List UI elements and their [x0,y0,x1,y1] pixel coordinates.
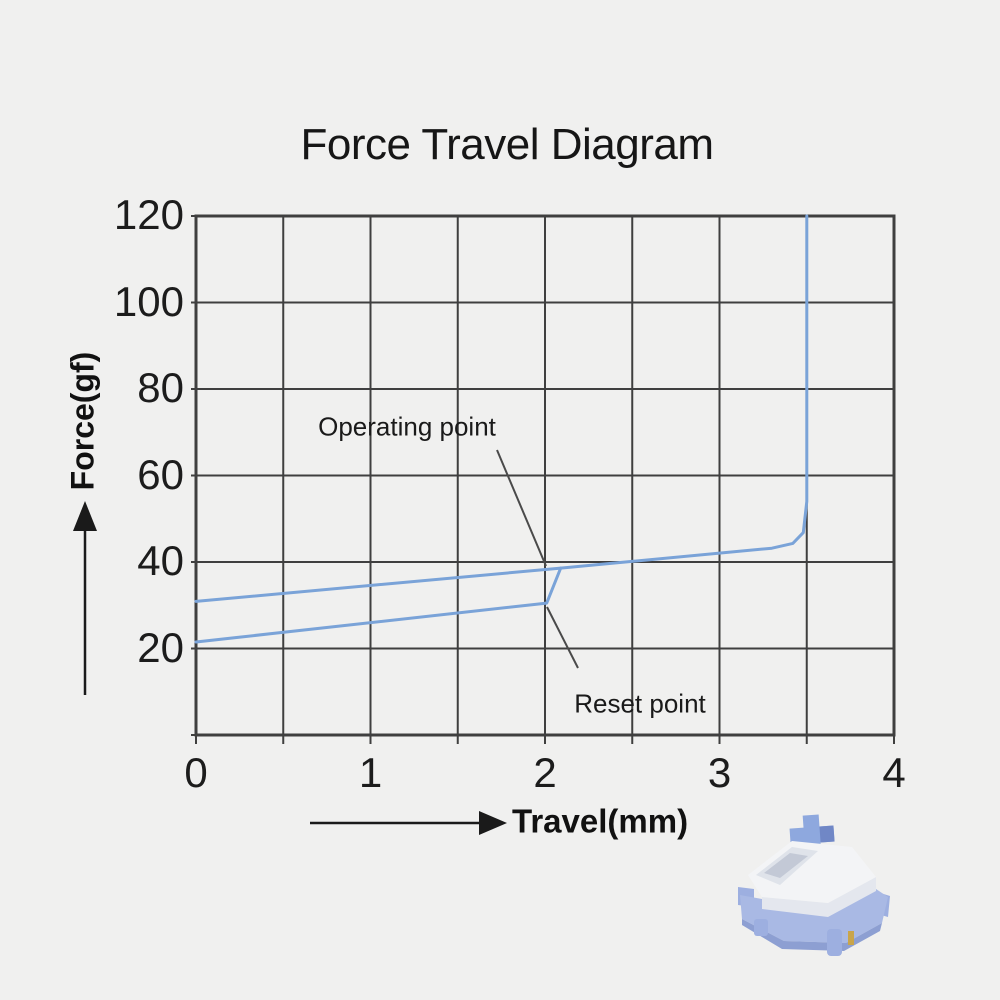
switch-foot-left [754,919,768,936]
x-tick-label: 3 [707,749,732,796]
operating-point-leader-line [496,449,547,567]
switch-stem-shade [819,825,835,843]
reset-point-label: Reset point [574,688,706,719]
y-tick-label: 60 [137,450,184,498]
y-tick-label: 80 [137,364,184,412]
switch-bottom-shade [742,919,882,951]
force-axis-arrow-head-icon [73,501,97,531]
y-tick-label: 40 [137,537,184,585]
operating-point-label: Operating point [318,411,496,442]
switch-pin-icon [848,931,854,945]
x-tick-label: 1 [358,749,383,796]
force-curve-release [194,566,563,644]
y-axis-tick-labels: 120 100 80 60 40 20 [0,0,190,1000]
force-curve-press [194,214,809,603]
x-tick-label: 0 [184,749,208,796]
switch-bottom-housing [740,889,888,943]
chart-title: Force Travel Diagram [300,120,714,169]
y-tick-label: 100 [113,277,184,325]
keyboard-switch-image [738,814,890,956]
reset-point-leader-line [546,606,579,669]
y-tick-label: 120 [113,191,184,239]
x-tick-label: 4 [882,749,906,796]
x-tick-label: 2 [533,749,557,796]
y-tick-label: 20 [137,623,184,671]
x-axis-label: Travel(mm) [512,802,689,840]
switch-foot-front [827,929,842,956]
travel-axis-arrow-head-icon [479,811,507,835]
switch-inner-hole [764,853,808,878]
plot-border [194,214,896,737]
switch-top-front-face [762,877,876,917]
y-axis-label: Force(gf) [64,351,101,491]
